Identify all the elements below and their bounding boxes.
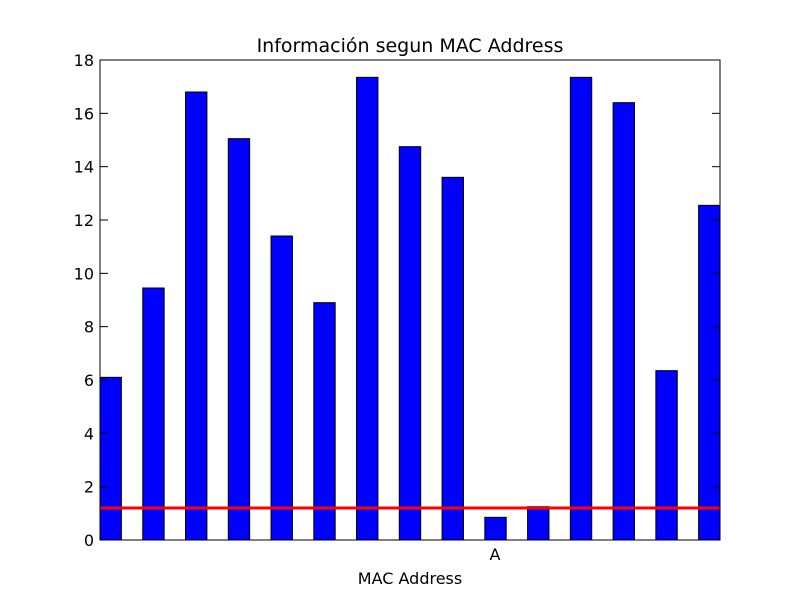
y-tick-label-4: 4	[84, 424, 94, 443]
bar-10	[484, 516, 507, 541]
bar-2	[142, 287, 165, 541]
bar-15	[698, 204, 721, 541]
bar-4	[227, 138, 251, 541]
x-tick-label: A	[489, 545, 500, 564]
x-axis-label: MAC Address	[358, 569, 462, 588]
bar-6	[313, 302, 336, 541]
bar-13	[612, 102, 635, 541]
y-tick-label-6: 6	[84, 371, 94, 390]
bar-5	[270, 235, 293, 541]
bar-1	[99, 376, 122, 541]
y-tick-label-16: 16	[74, 104, 94, 123]
bar-7	[356, 76, 379, 541]
bar-3	[185, 91, 208, 541]
x-axis: A	[489, 545, 500, 564]
y-axis: 0 2 4 6 8 10 12 14 16 18	[74, 51, 720, 550]
y-tick-label-12: 12	[74, 211, 94, 230]
chart-title: Información segun MAC Address	[257, 35, 564, 57]
y-tick-label-0: 0	[84, 531, 94, 550]
bars-group	[99, 76, 721, 541]
y-tick-label-8: 8	[84, 318, 94, 337]
y-tick-label-2: 2	[84, 478, 94, 497]
y-tick-label-10: 10	[74, 264, 94, 283]
y-tick-label-18: 18	[74, 51, 94, 70]
plot-frame	[99, 59, 721, 541]
bar-8	[398, 146, 422, 541]
bar-12	[569, 76, 593, 541]
bar-14	[655, 370, 678, 541]
y-tick-label-14: 14	[74, 158, 94, 177]
bar-9	[441, 176, 464, 541]
bar-11	[527, 506, 550, 541]
